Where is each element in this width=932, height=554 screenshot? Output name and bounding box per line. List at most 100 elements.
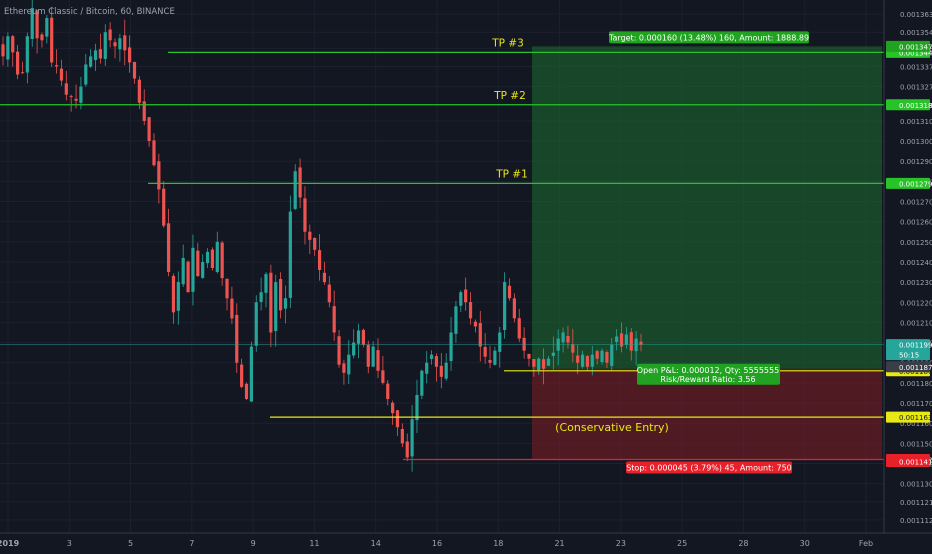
candle-body: [439, 365, 443, 377]
candle-body: [405, 441, 409, 458]
x-tick-label: 9: [251, 539, 256, 548]
price-axis-background: [884, 0, 932, 533]
candle-body: [507, 285, 512, 299]
candle-body: [69, 95, 73, 97]
candle-body: [478, 323, 482, 347]
risk-reward-label: Risk/Reward Ratio: 3.56: [660, 375, 755, 384]
candle-body: [512, 298, 516, 319]
candle-body: [30, 8, 34, 40]
candle-body: [395, 410, 400, 428]
candle-body: [269, 272, 273, 333]
candle-body: [391, 402, 395, 414]
stop-label-box: [626, 461, 792, 474]
candle-body: [610, 344, 614, 366]
y-tick-label: 0.001220: [900, 299, 932, 307]
candle-body: [551, 352, 555, 356]
price-level-label: (Conservative Entry): [555, 421, 669, 434]
candle-body: [566, 336, 570, 343]
time-axis[interactable]: 2019 3 5 7 9 11 14 16 18 21 23 25 28 30 Feb: [0, 539, 873, 548]
pnl-label: Open P&L: 0.000012, Qty: 5555555: [637, 366, 779, 375]
candle-body: [35, 10, 39, 39]
y-tick-label: 0.001354: [900, 29, 932, 37]
x-tick-label: Feb: [859, 539, 873, 548]
candle-body: [103, 32, 107, 59]
time-axis-background: [0, 533, 932, 550]
candle-body: [576, 355, 580, 363]
price-level-tag: [886, 411, 930, 423]
x-tick-label: 23: [616, 539, 626, 548]
y-tick-label: 0.001327: [900, 84, 932, 92]
candle-body: [347, 354, 351, 375]
candle-body: [264, 274, 268, 293]
candle-body: [400, 428, 404, 444]
profit-zone: [532, 46, 882, 369]
axis-tag: [886, 40, 930, 52]
candle-body: [571, 344, 575, 353]
candle-body: [454, 306, 458, 334]
candle-body: [89, 56, 93, 67]
stop-label: Stop: 0.000045 (3.79%) 45, Amount: 750: [626, 463, 792, 472]
candle-body: [54, 65, 59, 67]
y-tick-label: 0.001150: [900, 440, 932, 448]
y-tick-label: 0.001337: [900, 63, 932, 71]
x-tick-label: 30: [800, 539, 810, 548]
candle-body: [225, 278, 229, 299]
x-tick-label: 3: [67, 539, 72, 548]
candle-body: [313, 238, 317, 250]
axis-tag: [886, 361, 930, 373]
y-tick-label: 0.001363: [900, 11, 932, 19]
candle-body: [434, 356, 439, 367]
candle-body: [332, 306, 336, 333]
candle-body: [20, 72, 25, 74]
candle-body: [215, 241, 219, 273]
candle-body: [615, 336, 619, 343]
candle-body: [157, 161, 161, 190]
axis-tag: [886, 339, 930, 351]
candle-body: [327, 284, 331, 303]
candle-body: [132, 62, 137, 79]
price-level-tag-text: 0.001318: [899, 102, 932, 110]
y-tick-label: 0.001130: [900, 481, 932, 489]
x-tick-label: 16: [432, 539, 442, 548]
candle-body: [240, 364, 244, 387]
candle-body: [342, 363, 346, 373]
candle-body: [142, 101, 146, 121]
price-level-tag: [886, 177, 930, 189]
candle-body: [449, 332, 453, 362]
price-axis[interactable]: 0.0013630.0013540.0013460.0013370.001327…: [886, 11, 932, 525]
candle-body: [166, 223, 171, 273]
candle-body: [235, 314, 239, 363]
candle-body: [356, 330, 361, 344]
candle-body: [244, 383, 249, 400]
candle-body: [64, 83, 68, 95]
y-tick-label: 0.001170: [900, 400, 932, 408]
candle-body: [191, 247, 195, 292]
y-tick-label: 0.001260: [900, 219, 932, 227]
candle-body: [527, 353, 531, 359]
candle-body: [561, 332, 565, 343]
x-tick-label: 18: [493, 539, 503, 548]
candle-body: [595, 351, 599, 359]
candle-body: [420, 370, 424, 396]
y-tick-label: 0.001250: [900, 239, 932, 247]
candle-body: [298, 167, 302, 198]
candle-body: [600, 350, 604, 363]
candle-body: [176, 282, 180, 311]
candle-body: [113, 42, 117, 47]
candle-body: [352, 342, 356, 356]
candle-body: [585, 356, 590, 367]
candle-body: [541, 359, 546, 369]
candle-body: [468, 302, 473, 319]
candle-body: [40, 34, 44, 41]
candle-body: [118, 38, 122, 50]
candle-body: [254, 302, 258, 346]
candle-body: [517, 318, 521, 339]
y-tick-label: 0.001160: [900, 420, 932, 428]
candle-body: [186, 261, 190, 293]
y-tick-label: 0.001180: [900, 380, 932, 388]
candle-body: [503, 282, 507, 330]
candle-body: [308, 231, 312, 240]
candle-body: [162, 188, 166, 226]
candle-body: [303, 198, 307, 232]
